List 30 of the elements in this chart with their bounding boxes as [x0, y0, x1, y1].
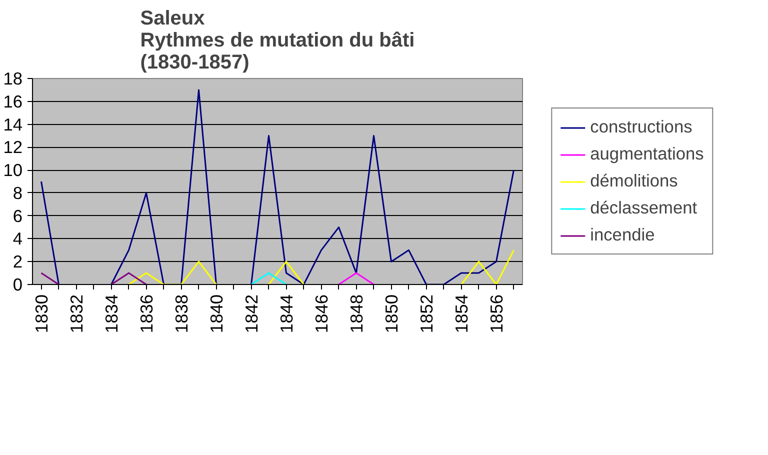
x-tick-label: 1852 [416, 294, 436, 334]
x-tick-label: 1846 [311, 294, 332, 334]
y-tick-label: 10 [3, 160, 23, 180]
x-tick-label: 1850 [381, 294, 402, 334]
y-tick-label: 14 [3, 114, 23, 134]
y-tick-label: 8 [12, 182, 23, 203]
x-tick-label: 1848 [346, 294, 366, 334]
legend-label: incendie [590, 224, 655, 246]
x-tick-label: 1832 [66, 294, 86, 334]
x-tick-label: 1854 [451, 294, 472, 334]
y-tick-label: 4 [12, 228, 23, 249]
chart-title: Saleux Rythmes de mutation du bâti (1830-1857) [140, 8, 415, 74]
legend-label: constructions [590, 116, 692, 138]
legend-label: démolitions [590, 170, 678, 192]
legend-label: augmentations [590, 144, 704, 164]
x-tick-label: 1838 [171, 294, 192, 334]
y-tick-label: 0 [12, 274, 23, 294]
y-tick-label: 6 [12, 206, 23, 226]
x-tick-label: 1840 [206, 294, 226, 334]
x-tick-label: 1856 [486, 294, 506, 334]
y-tick-label: 16 [3, 91, 23, 112]
x-tick-label: 1834 [101, 294, 122, 334]
x-tick-label: 1830 [31, 294, 52, 334]
y-tick-label: 2 [12, 252, 23, 272]
x-tick-label: 1836 [136, 294, 156, 334]
legend-label: déclassement [590, 198, 698, 218]
y-tick-label: 12 [3, 137, 23, 158]
x-tick-label: 1844 [276, 294, 296, 334]
y-tick-label: 18 [3, 68, 23, 88]
x-tick-label: 1842 [241, 294, 262, 334]
